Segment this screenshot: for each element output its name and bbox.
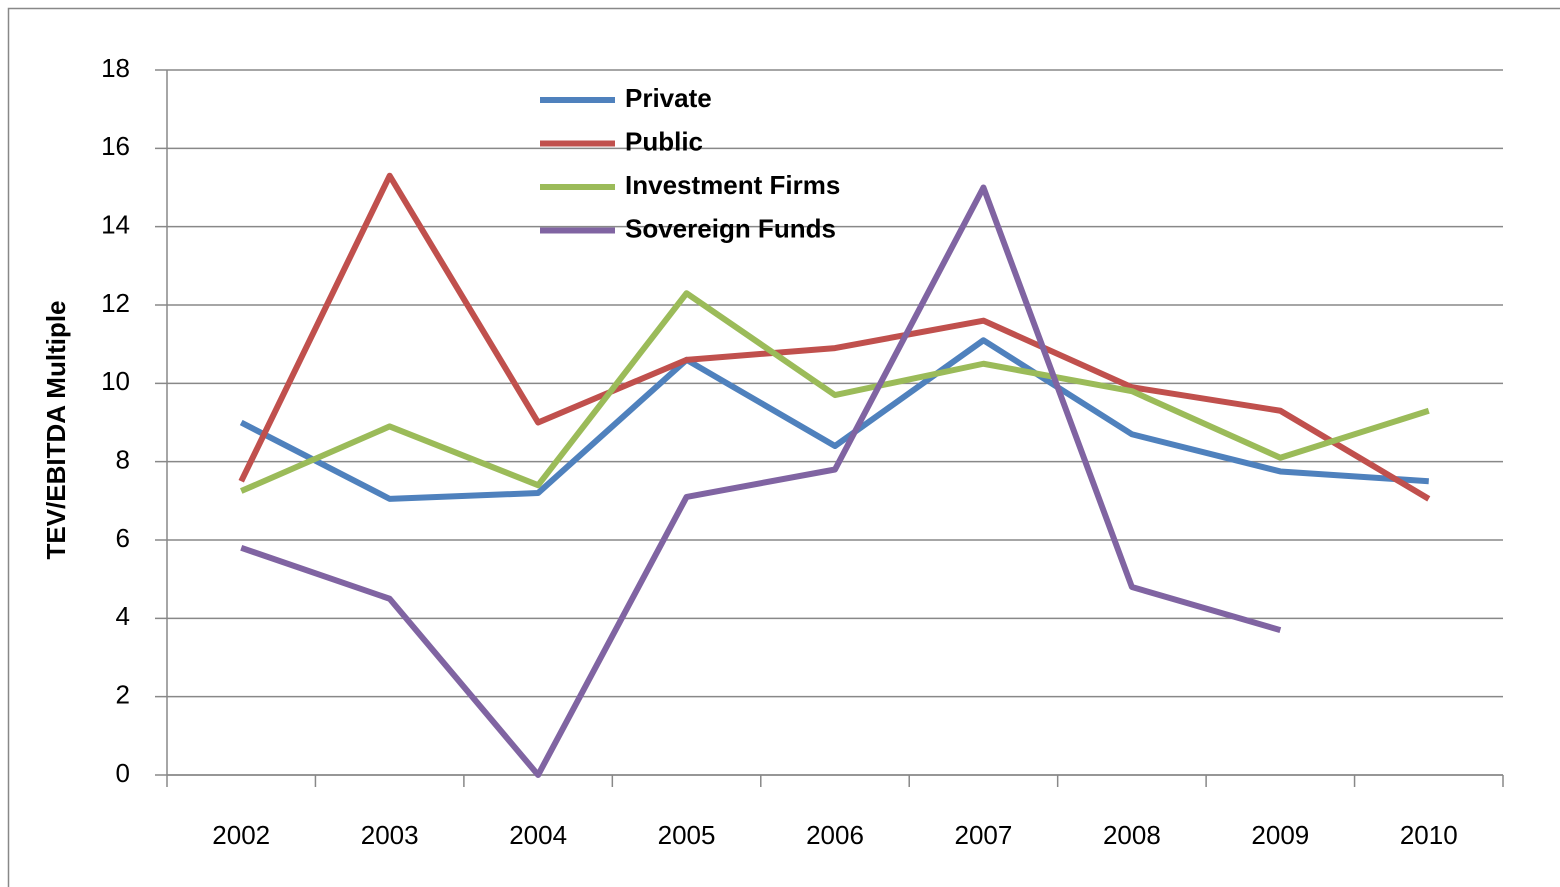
y-tick-label: 12 (101, 288, 130, 318)
x-tick-label: 2009 (1251, 820, 1309, 850)
series-line (239, 337, 1429, 502)
y-tick-label: 14 (101, 210, 130, 240)
y-tick-label: 8 (116, 445, 130, 475)
series-line (238, 172, 1431, 502)
y-tick-label: 18 (101, 53, 130, 83)
x-tick-label: 2006 (806, 820, 864, 850)
legend-label: Sovereign Funds (625, 213, 836, 243)
legend-label: Investment Firms (625, 170, 840, 200)
series-line (240, 184, 1282, 778)
x-tick-label: 2010 (1400, 820, 1458, 850)
x-tick-label: 2008 (1103, 820, 1161, 850)
x-tick-label: 2002 (212, 820, 270, 850)
y-tick-label: 2 (116, 680, 130, 710)
y-tick-label: 0 (116, 758, 130, 788)
x-tick-label: 2007 (955, 820, 1013, 850)
legend-label: Private (625, 83, 712, 113)
y-axis-label: TEV/EBITDA Multiple (41, 300, 71, 559)
chart-frame (7, 7, 1560, 887)
x-tick-label: 2005 (658, 820, 716, 850)
x-tick-label: 2003 (361, 820, 419, 850)
x-tick-label: 2004 (509, 820, 567, 850)
y-tick-label: 10 (101, 366, 130, 396)
y-tick-label: 4 (116, 601, 130, 631)
y-tick-label: 6 (116, 523, 130, 553)
series-line (240, 290, 1430, 494)
legend-label: Public (625, 126, 703, 156)
y-tick-label: 16 (101, 131, 130, 161)
